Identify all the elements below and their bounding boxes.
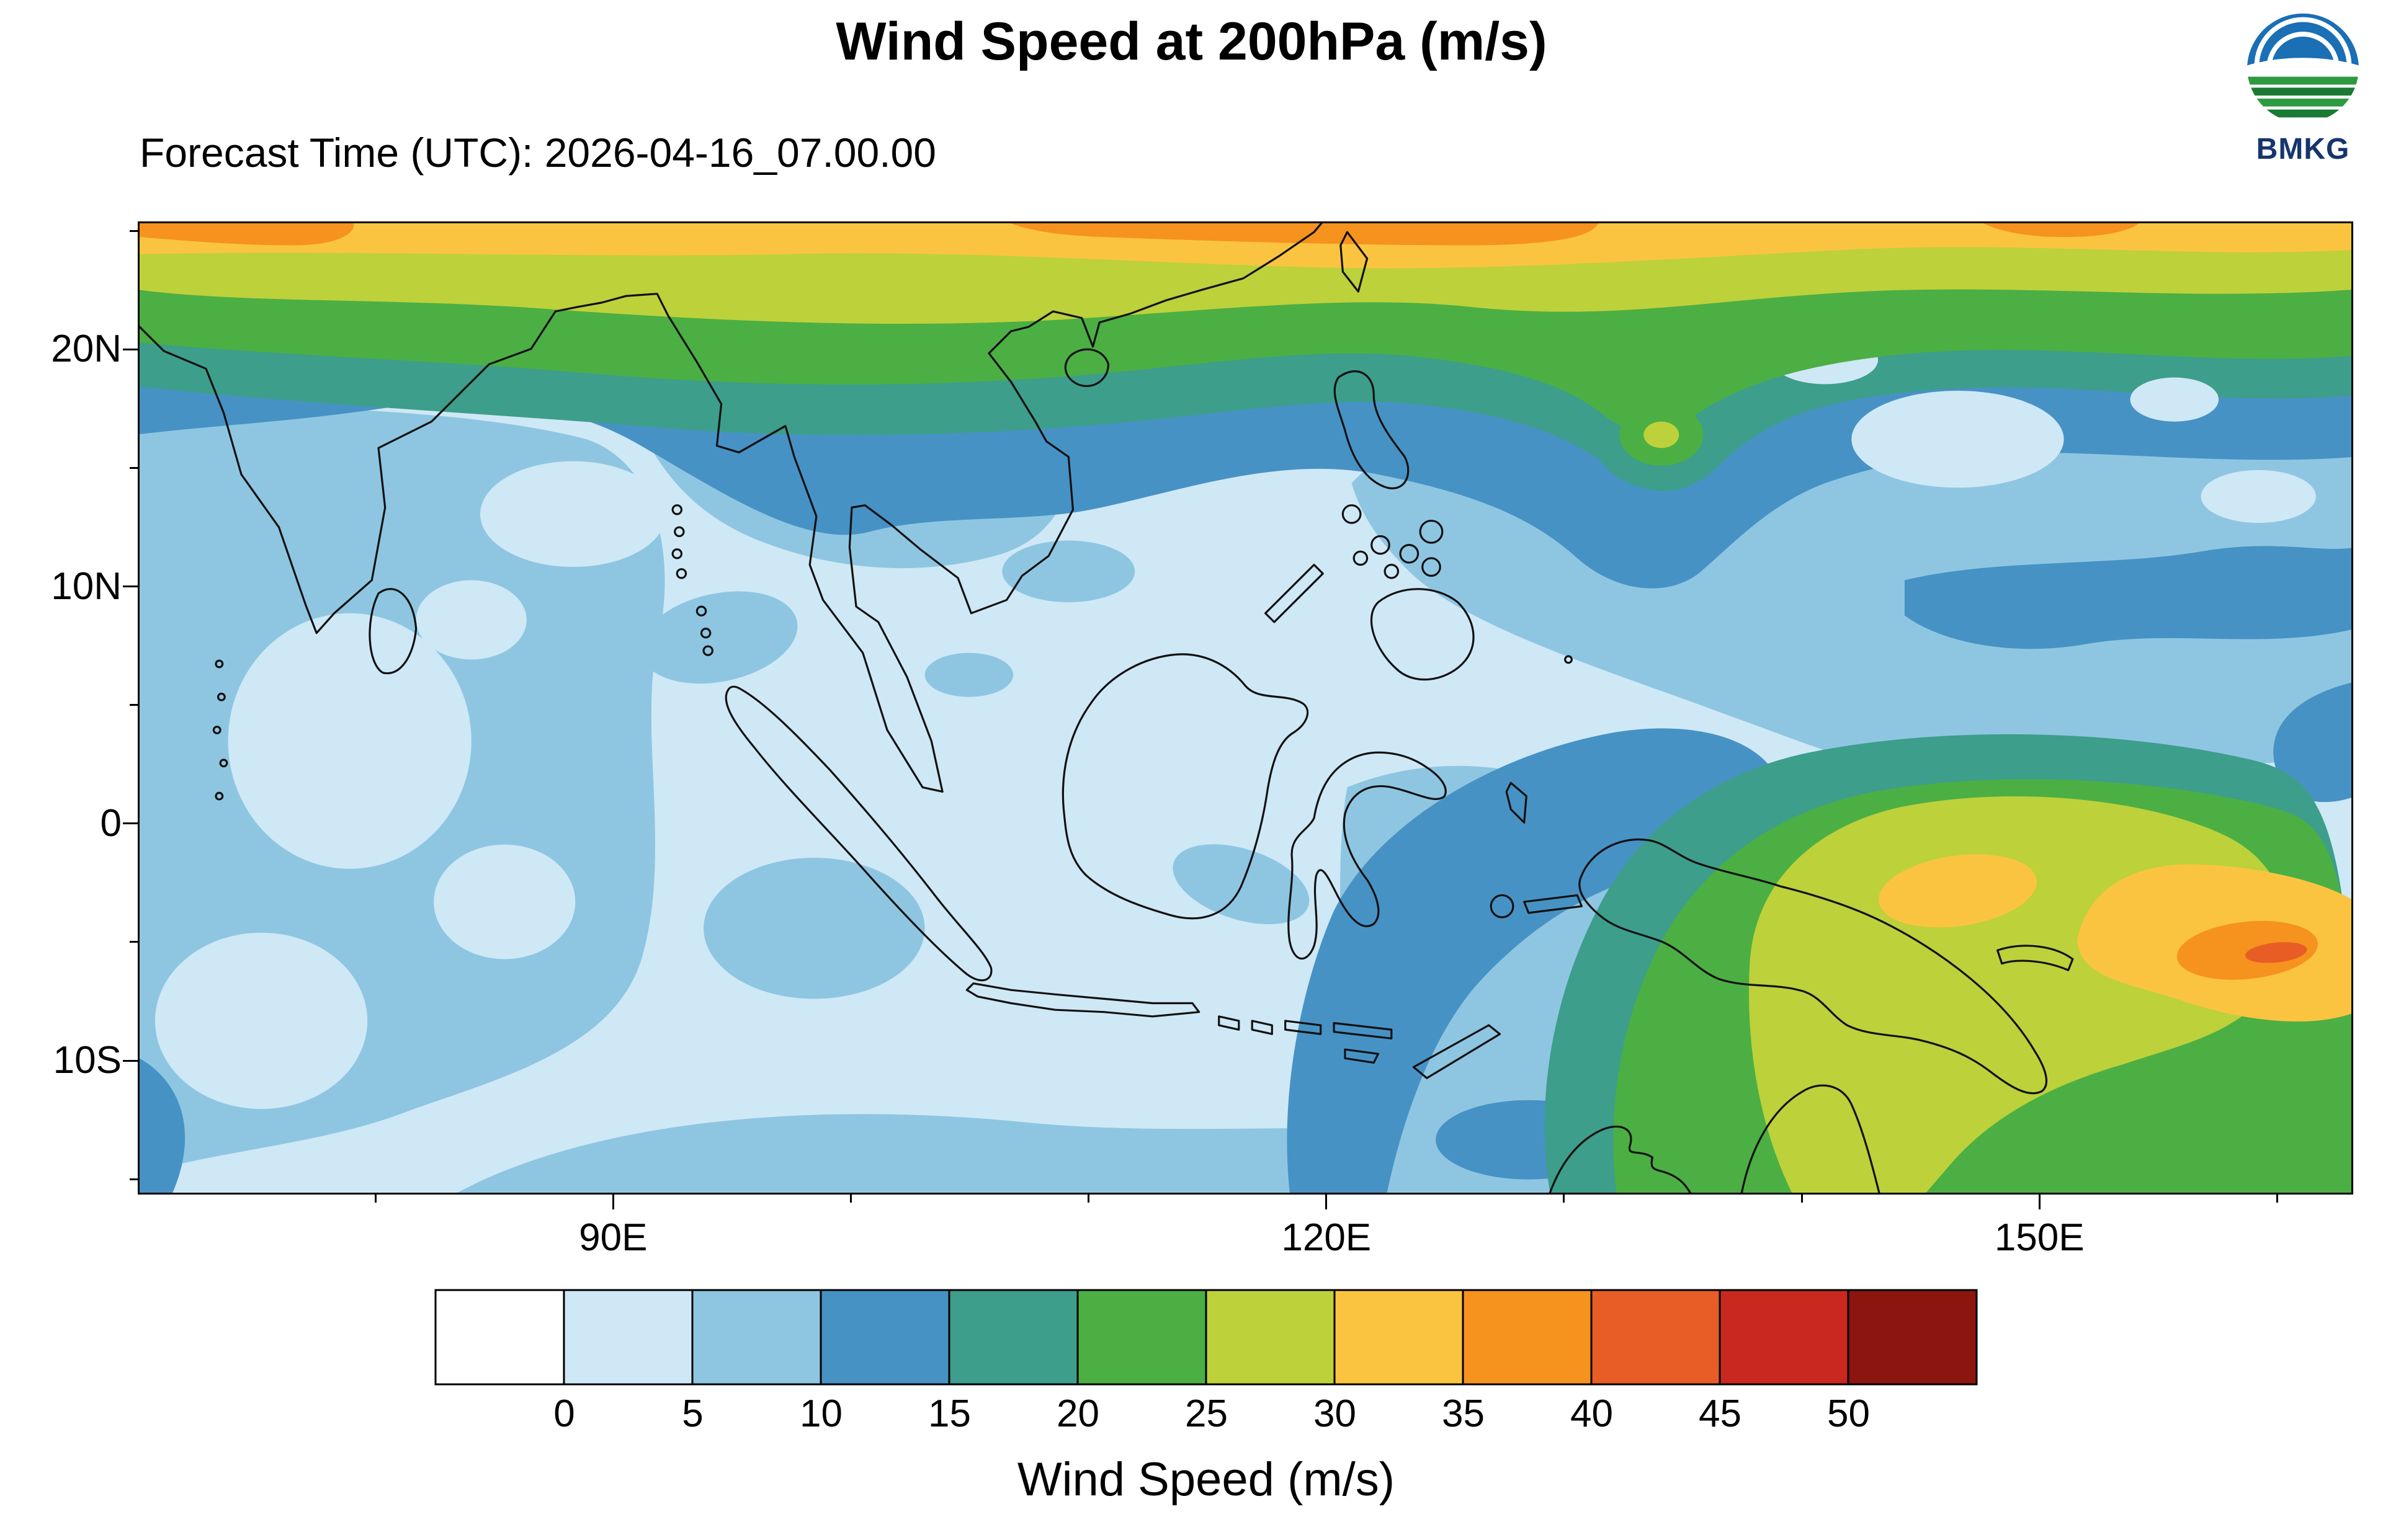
- colorbar-tick-label: 35: [1442, 1392, 1485, 1435]
- y-axis-tick: [123, 585, 138, 588]
- forecast-time-label: Forecast Time (UTC): 2026-04-16_07.00.00: [140, 130, 936, 176]
- x-axis-tick: [849, 1195, 852, 1203]
- wind-layer-0-5-patches-west: [154, 461, 666, 1110]
- x-axis-tick: [2276, 1195, 2278, 1203]
- colorbar-tick-label: 15: [928, 1392, 971, 1435]
- colorbar-tick-label: 5: [682, 1392, 704, 1435]
- y-axis-tick-label: 10S: [53, 1039, 122, 1082]
- colorbar-cell: [820, 1289, 950, 1386]
- x-axis-tick: [1088, 1195, 1090, 1203]
- bmkg-logo: BMKG: [2229, 6, 2377, 166]
- bmkg-logo-text: BMKG: [2256, 133, 2350, 166]
- x-axis-tick: [1325, 1195, 1328, 1209]
- y-axis-tick: [123, 822, 138, 825]
- colorbar-tick-label: 25: [1185, 1392, 1228, 1435]
- colorbar-tick-label: 50: [1827, 1392, 1870, 1435]
- colorbar-title: Wind Speed (m/s): [1017, 1453, 1395, 1506]
- y-axis-tick: [130, 1178, 138, 1180]
- x-axis-tick-label: 150E: [1994, 1216, 2085, 1259]
- y-axis-tick-label: 0: [100, 801, 122, 845]
- y-axis-tick: [130, 704, 138, 706]
- colorbar-tick-label: 40: [1570, 1392, 1613, 1435]
- x-axis-tick: [612, 1195, 614, 1209]
- wind-speed-map: [140, 223, 2351, 1193]
- colorbar-tick-label: 10: [800, 1392, 843, 1435]
- colorbar-cell: [1847, 1289, 1978, 1386]
- colorbar-cell: [1462, 1289, 1593, 1386]
- colorbar-cell: [1719, 1289, 1849, 1386]
- y-axis-tick: [130, 229, 138, 232]
- y-axis-tick: [123, 1059, 138, 1062]
- colorbar-tick-label: 30: [1313, 1392, 1356, 1435]
- coastlines: [140, 223, 2074, 1193]
- x-axis-tick: [374, 1195, 377, 1203]
- x-axis-tick-label: 90E: [579, 1216, 648, 1259]
- y-axis-tick: [130, 467, 138, 469]
- colorbar-svg: [434, 1289, 1978, 1386]
- colorbar: [434, 1289, 1978, 1386]
- map-frame: [138, 221, 2353, 1195]
- colorbar-cell: [1076, 1289, 1207, 1386]
- colorbar-cell: [1333, 1289, 1464, 1386]
- colorbar-tick-label: 20: [1057, 1392, 1099, 1435]
- colorbar-cell: [563, 1289, 694, 1386]
- x-axis-tick: [2038, 1195, 2041, 1209]
- x-axis-tick: [1563, 1195, 1565, 1203]
- colorbar-cell: [691, 1289, 822, 1386]
- wind-layer-35-40: [140, 223, 2318, 980]
- x-axis-tick: [1800, 1195, 1803, 1203]
- colorbar-cell: [1590, 1289, 1721, 1386]
- colorbar-cell: [1205, 1289, 1336, 1386]
- y-axis-tick-label: 20N: [51, 327, 122, 371]
- colorbar-cell: [434, 1289, 565, 1386]
- colorbar-tick-label: 45: [1699, 1392, 1741, 1435]
- y-axis-tick: [130, 941, 138, 943]
- y-axis-tick: [123, 348, 138, 350]
- colorbar-cell: [948, 1289, 1079, 1386]
- y-axis-tick-label: 10N: [51, 564, 122, 608]
- wind-layer-40-45: [2245, 942, 2307, 963]
- bmkg-logo-emblem: [2247, 11, 2359, 123]
- colorbar-tick-label: 0: [553, 1392, 575, 1435]
- colorbar-labels: 0 5 10 15 20 25 30 35 40 45 50: [500, 1392, 1913, 1436]
- page-title: Wind Speed at 200hPa (m/s): [836, 12, 1547, 71]
- x-axis-tick-label: 120E: [1281, 1216, 1372, 1259]
